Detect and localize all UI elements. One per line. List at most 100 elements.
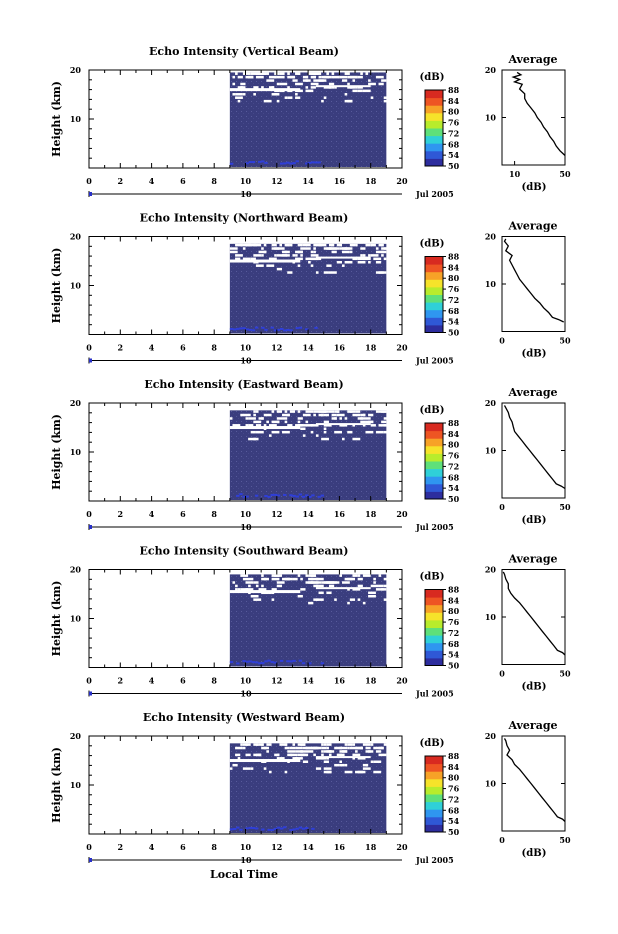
echo-gap [381,410,387,413]
echo-strong [261,160,265,163]
x-tick-label: 14 [303,176,315,186]
echo-gap [334,86,337,89]
echo-gap [297,243,303,247]
echo-gap [383,577,389,581]
echo-gap [373,581,376,584]
beam-panel: Echo Intensity (Vertical Beam) Height (km… [50,45,571,199]
echo-gap [253,581,259,584]
echo-gap [310,82,319,86]
echo-gap-band [315,85,371,88]
echo-gap-band [315,256,371,259]
echo-gap [323,743,327,746]
echo-gap [232,763,238,767]
colorbar-unit: (dB) [420,738,445,749]
echo-strong [283,493,287,496]
y-tick-label: 20 [70,65,82,75]
average-frame [501,69,566,166]
echo-gap [263,413,272,417]
echo-gap [310,264,314,267]
echo-gap [268,257,277,261]
echo-gap [362,254,366,257]
echo-gap [302,243,311,247]
echo-gap [383,430,392,434]
colorbar-segment [425,324,443,333]
echo-gap [321,437,329,441]
colorbar-segment [425,650,443,659]
echo-gap [276,254,285,257]
echo-strong [292,659,296,662]
echo-gap [235,746,243,750]
echo-gap [368,79,371,82]
echo-gap [245,743,249,746]
echo-gap [344,743,348,746]
colorbar-segment [425,597,443,606]
echo-strong [289,162,293,165]
colorbar-segment [425,423,443,432]
panel-title: Echo Intensity (Southward Beam) [140,545,349,558]
colorbar-tick-label: 68 [448,139,460,149]
echo-gap [245,577,254,581]
x-tick-label: 14 [303,676,315,686]
echo-gap [342,437,345,441]
colorbar-tick-label: 50 [448,661,460,671]
echo-gap [362,601,366,605]
echo-gap [250,72,259,75]
echo-gap [261,417,264,420]
echo-gap [355,75,358,79]
echo-strong [270,493,274,496]
echo-gap [378,424,387,427]
colorbar-unit: (dB) [420,72,445,83]
echo-strong [254,661,259,664]
x-tick-label: 6 [180,842,186,852]
colorbar-frame [424,89,444,167]
echo-gap [261,72,267,75]
echo-strong [295,827,299,830]
echo-strong [289,494,293,497]
echo-gap [287,72,290,75]
average-y-tick-label: 10 [485,113,497,123]
echo-gap [313,410,322,413]
echo-gap [323,410,329,413]
echo-gap [383,96,392,99]
echo-strong [320,494,325,497]
echo-gap [258,424,262,427]
average-title: Average [507,53,557,66]
colorbar-tick-label: 76 [448,118,460,128]
echo-strong [270,326,274,329]
echo-gap [242,257,251,261]
x-tick-label: 8 [211,343,217,353]
colorbar-segment [425,90,443,99]
echo-gap [368,594,376,598]
colorbar-segment [425,756,443,765]
y-tick-label: 10 [70,614,82,624]
echo-gap [276,82,280,86]
colorbar-segment [425,809,443,818]
echo-gap [261,743,264,746]
echo-gap [328,584,335,588]
echo-gap [375,588,384,591]
echo-strong [264,328,268,331]
colorbar-tick-label: 68 [448,306,460,316]
echo-gap [334,430,343,434]
echo-gap [315,271,319,274]
echo-strong [251,329,256,332]
date-label: Jul 2005 [415,522,454,532]
colorbar-tick-label: 80 [448,606,460,616]
echo-gap [334,763,340,767]
echo-gap [357,257,366,261]
average-title: Average [507,220,557,233]
average-x-tick-label: 50 [559,502,571,512]
echo-strong [254,827,259,830]
y-axis-label: Height (km) [50,747,63,823]
echo-gap [287,271,293,274]
echo-gap [357,261,366,264]
echo-gap [237,588,241,591]
y-tick-label: 20 [70,398,82,408]
average-x-label: (dB) [522,515,547,526]
colorbar-segment [425,612,443,621]
x-tick-label: 2 [118,509,124,519]
echo-strong [236,662,240,665]
echo-gap [245,753,251,757]
echo-gap [352,89,358,93]
